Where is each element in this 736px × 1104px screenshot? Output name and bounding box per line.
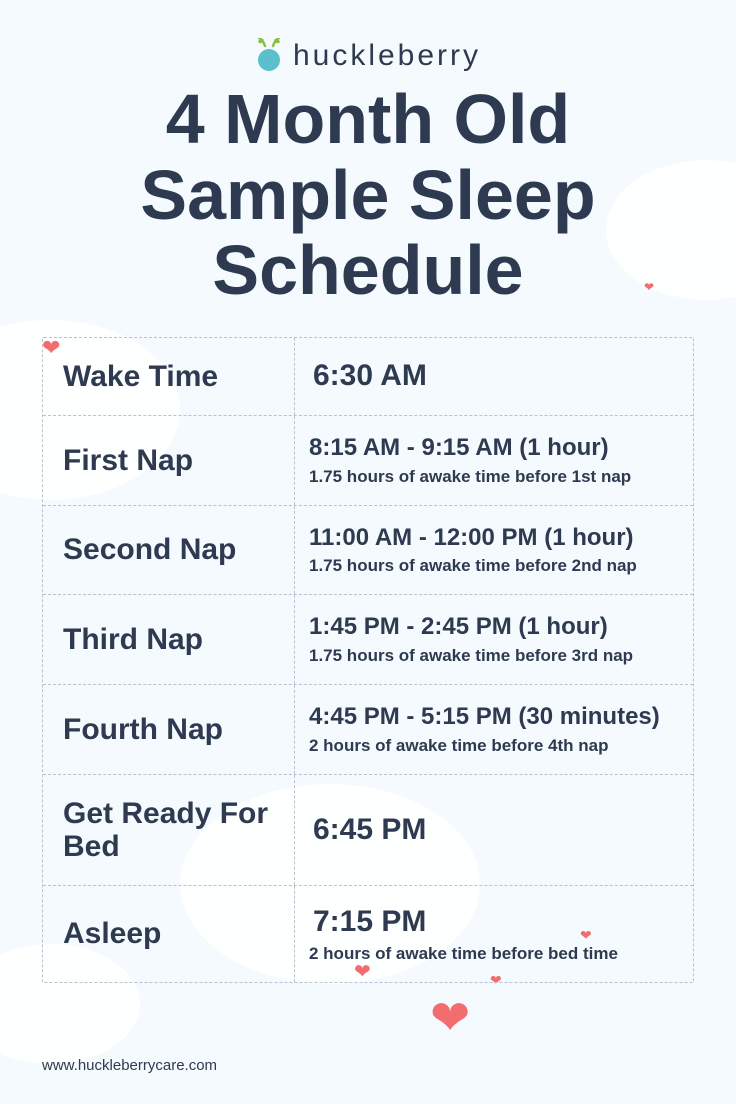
row-note: 2 hours of awake time before 4th nap (309, 736, 679, 756)
row-time: 11:00 AM - 12:00 PM (1 hour) (309, 524, 679, 553)
row-time: 8:15 AM - 9:15 AM (1 hour) (309, 434, 679, 463)
row-label: First Nap (43, 416, 295, 505)
row-label: Third Nap (43, 595, 295, 684)
row-value: 1:45 PM - 2:45 PM (1 hour) 1.75 hours of … (295, 595, 693, 684)
row-value: 6:45 PM (295, 775, 693, 885)
row-note: 1.75 hours of awake time before 3rd nap (309, 646, 679, 666)
row-label: Get Ready For Bed (43, 775, 295, 885)
table-row: Third Nap 1:45 PM - 2:45 PM (1 hour) 1.75 … (43, 595, 693, 685)
table-row: Asleep 7:15 PM 2 hours of awake time befor… (43, 886, 693, 982)
row-time: 4:45 PM - 5:15 PM (30 minutes) (309, 703, 679, 732)
heart-icon: ❤ (430, 990, 470, 1046)
row-label: Asleep (43, 886, 295, 982)
brand-name: huckleberry (293, 39, 481, 73)
row-value: 11:00 AM - 12:00 PM (1 hour) 1.75 hours o… (295, 506, 693, 595)
table-row: Wake Time 6:30 AM (43, 338, 693, 416)
row-value: 7:15 PM 2 hours of awake time before bed … (295, 886, 693, 982)
schedule-table: Wake Time6:30 AMFirst Nap8:15 AM - 9:15 … (42, 337, 694, 983)
row-note: 1.75 hours of awake time before 2nd nap (309, 556, 679, 576)
table-row: Get Ready For Bed 6:45 PM (43, 775, 693, 886)
table-row: First Nap 8:15 AM - 9:15 AM (1 hour) 1.75 … (43, 416, 693, 506)
row-value: 6:30 AM (295, 338, 693, 415)
row-label: Second Nap (43, 506, 295, 595)
row-time: 7:15 PM (309, 904, 679, 940)
page-title: 4 Month Old Sample Sleep Schedule (42, 82, 694, 309)
logo-icon (255, 38, 283, 74)
footer-url: www.huckleberrycare.com (42, 1057, 217, 1074)
table-row: Second Nap 11:00 AM - 12:00 PM (1 hour) 1.… (43, 506, 693, 596)
row-label: Wake Time (43, 338, 295, 415)
row-time: 6:30 AM (309, 358, 679, 394)
row-time: 1:45 PM - 2:45 PM (1 hour) (309, 613, 679, 642)
table-row: Fourth Nap4:45 PM - 5:15 PM (30 minutes)… (43, 685, 693, 775)
row-value: 4:45 PM - 5:15 PM (30 minutes) 2 hours of… (295, 685, 693, 774)
row-value: 8:15 AM - 9:15 AM (1 hour) 1.75 hours of … (295, 416, 693, 505)
row-note: 1.75 hours of awake time before 1st nap (309, 467, 679, 487)
brand-header: huckleberry (42, 38, 694, 74)
row-label: Fourth Nap (43, 685, 295, 774)
row-note: 2 hours of awake time before bed time (309, 944, 679, 964)
row-time: 6:45 PM (309, 812, 679, 848)
